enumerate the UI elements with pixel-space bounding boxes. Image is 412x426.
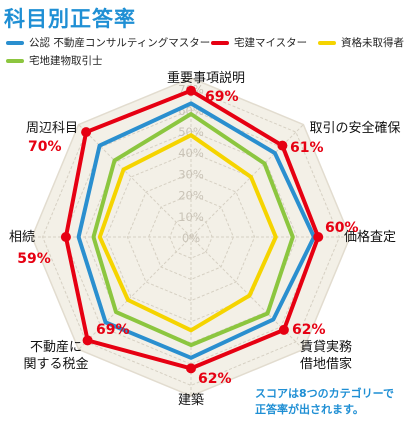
radar-spoke [78, 124, 192, 238]
radar-tick-label: 10% [178, 210, 204, 224]
radar-tick-label: 20% [178, 189, 204, 203]
radar-grid-ring [169, 215, 213, 259]
category-label: 周辺科目 [26, 121, 78, 136]
radar-grid-ring [42, 88, 340, 386]
series-point [186, 363, 196, 374]
radar-spoke [78, 236, 192, 350]
legend-item-takken-meister: 宅建マイスター [211, 35, 307, 50]
category-label: 取引の安全確保 [309, 120, 400, 136]
value-label: 59% [17, 251, 51, 267]
radar-tick-label: 0% [182, 231, 200, 245]
legend-item-consulting-master: 公認 不動産コンサルティングマスター [6, 35, 210, 50]
series-point [278, 324, 289, 335]
value-label: 60% [325, 220, 359, 236]
legend-label: 宅地建物取引士 [29, 55, 103, 67]
legend-swatch [318, 40, 336, 45]
legend-label: 宅建マイスター [234, 37, 308, 49]
series-line [91, 112, 295, 348]
page-title: 科目別正答率 [4, 7, 136, 31]
value-label: 62% [198, 371, 232, 387]
category-label: 賃貸実務借地借家 [300, 339, 352, 372]
category-label: 不動産に関する税金 [23, 339, 88, 372]
legend-swatch [6, 40, 24, 45]
series-point [186, 85, 196, 96]
legend-item-takken-shi: 宅地建物取引士 [6, 53, 103, 68]
legend-label: 公認 不動産コンサルティングマスター [29, 37, 211, 49]
score-note: スコアは8つのカテゴリーで 正答率が出されます。 [255, 386, 394, 418]
category-label: 重要事項説明 [167, 70, 245, 86]
radar-tick-label: 40% [178, 146, 204, 160]
value-label: 70% [28, 139, 62, 155]
category-label: 相続 [9, 230, 35, 245]
legend-swatch [6, 58, 24, 63]
category-label: 価格査定 [344, 229, 396, 245]
category-label: 建築 [178, 393, 204, 408]
series-line [76, 101, 316, 360]
score-note-line: 正答率が出されます。 [255, 403, 364, 416]
series-line [97, 133, 278, 333]
series-point [313, 232, 324, 242]
series-point [277, 140, 288, 151]
value-label: 69% [205, 89, 239, 105]
series-point [82, 335, 93, 346]
series-point [60, 232, 71, 242]
radar-tick-label: 50% [178, 125, 204, 139]
value-label: 69% [96, 322, 130, 338]
legend-item-unqualified: 資格未取得者 [318, 35, 404, 50]
value-label: 62% [292, 322, 326, 338]
legend-swatch [211, 40, 229, 45]
series-point [81, 127, 92, 138]
radar-tick-label: 30% [178, 167, 204, 181]
legend-label: 資格未取得者 [341, 37, 404, 49]
score-note-line: スコアは8つのカテゴリーで [255, 387, 394, 400]
radar-grid-ring [148, 194, 234, 280]
value-label: 61% [290, 140, 324, 156]
